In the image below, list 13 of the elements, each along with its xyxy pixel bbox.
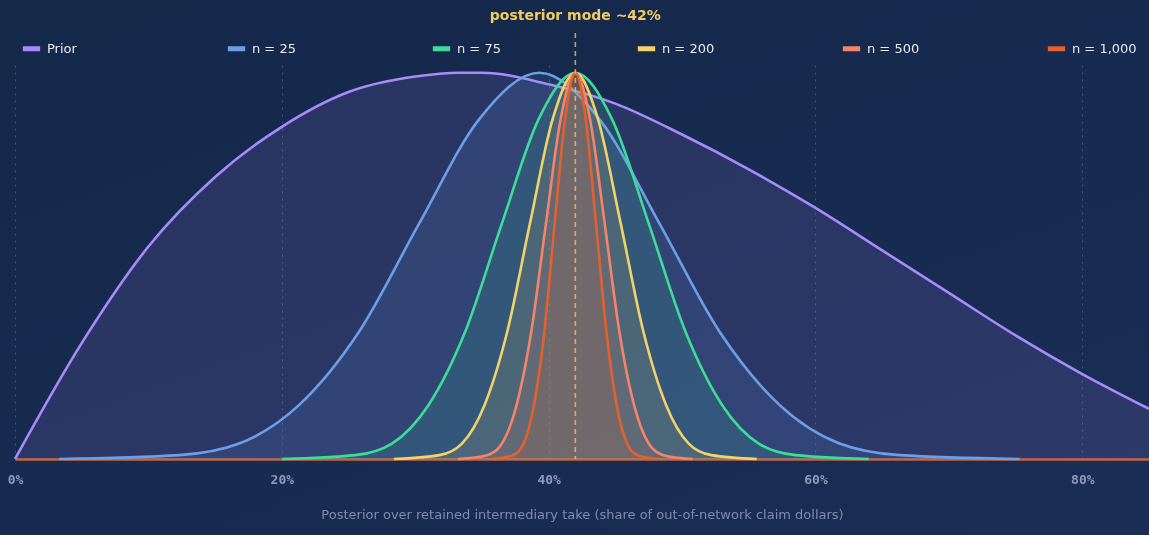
legend-label: n = 25	[252, 40, 296, 56]
x-tick-label: 0%	[7, 471, 24, 487]
legend-label: Prior	[47, 40, 78, 56]
x-tick-label: 80%	[1071, 471, 1095, 487]
x-tick-label: 20%	[270, 471, 295, 487]
ref-line-label: posterior mode ~42%	[489, 7, 661, 23]
legend-label: n = 500	[867, 40, 920, 56]
x-axis-title: Posterior over retained intermediary take (share of out-of-network claim dollars)	[321, 506, 844, 522]
legend-label: n = 75	[457, 40, 501, 56]
legend-label: n = 200	[662, 40, 715, 56]
x-tick-label: 40%	[537, 471, 562, 487]
legend-label: n = 1,000	[1072, 40, 1137, 56]
x-tick-label: 60%	[804, 471, 828, 487]
